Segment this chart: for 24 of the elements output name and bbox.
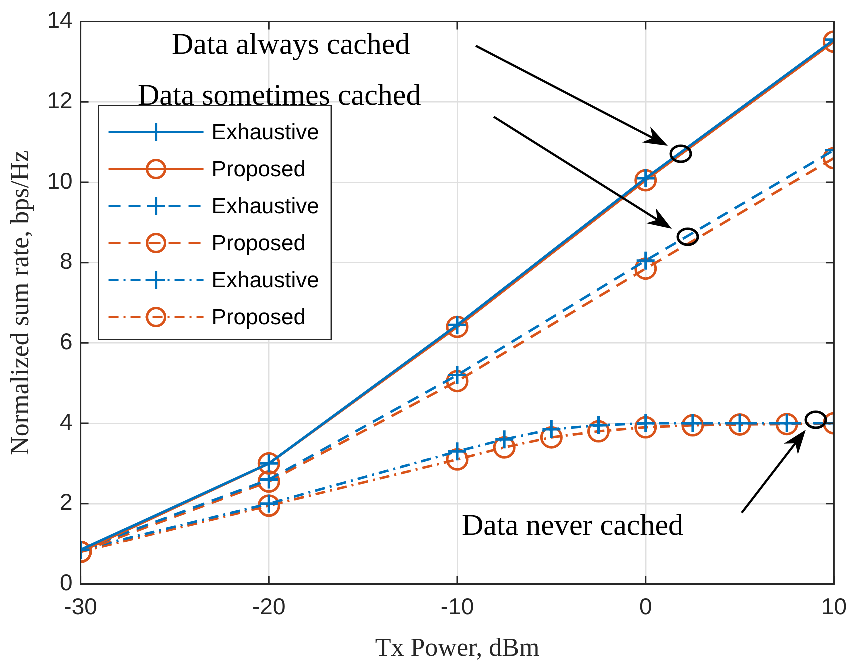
y-tick-label: 14 [47, 7, 73, 34]
y-tick-label: 4 [60, 408, 73, 435]
x-tick-label: -30 [64, 593, 98, 620]
x-tick-label: -10 [440, 593, 474, 620]
legend-label: Exhaustive [212, 119, 320, 144]
legend-label: Proposed [212, 156, 306, 182]
annotation: Data always cached [172, 28, 410, 61]
y-tick-label: 12 [47, 87, 73, 114]
x-tick-label: 10 [821, 593, 848, 620]
annotation: Data never cached [462, 508, 684, 542]
legend-label: Proposed [212, 304, 306, 330]
y-tick-label: 8 [60, 248, 73, 274]
legend-label: Proposed [212, 230, 306, 256]
y-tick-label: 6 [60, 328, 73, 355]
x-tick-label: -20 [252, 593, 286, 620]
y-tick-label: 0 [60, 570, 73, 596]
y-tick-label: 2 [60, 489, 73, 516]
x-axis-title: Tx Power, dBm [375, 633, 540, 662]
x-tick-label: 0 [639, 593, 652, 620]
annotation: Data sometimes cached [138, 78, 422, 112]
legend-label: Exhaustive [212, 193, 320, 218]
y-tick-label: 10 [47, 168, 73, 194]
y-axis-title: Normalized sum rate, bps/Hz [5, 150, 34, 456]
legend-label: Exhaustive [212, 267, 320, 292]
